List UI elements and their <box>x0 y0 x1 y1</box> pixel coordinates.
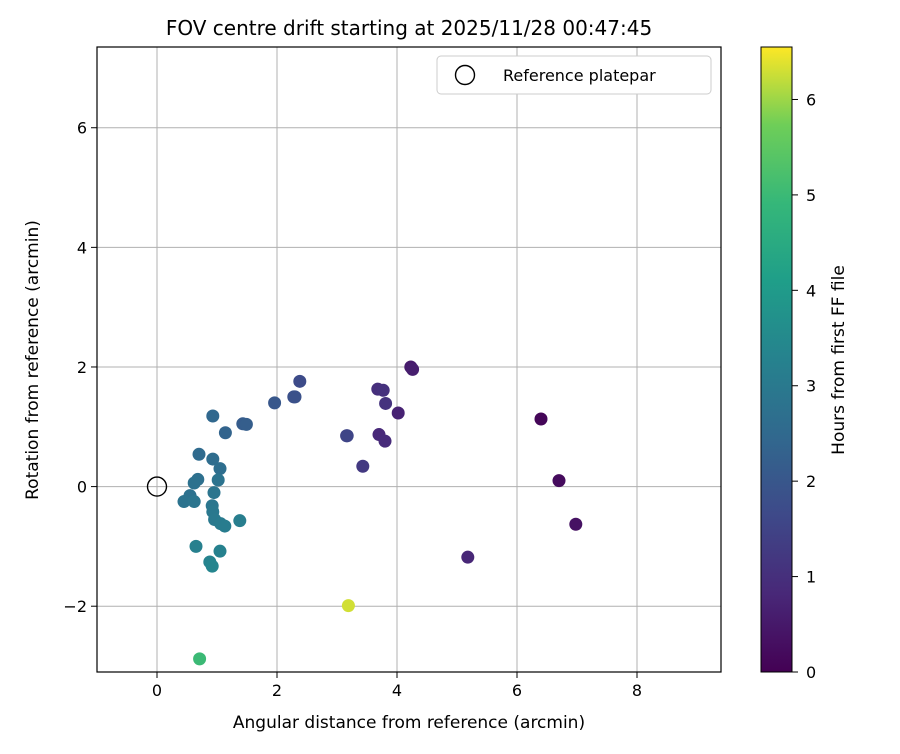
data-point <box>391 406 405 420</box>
y-tick-label: 6 <box>77 119 87 138</box>
data-point <box>356 459 370 473</box>
grid <box>97 47 721 672</box>
data-point <box>534 412 548 426</box>
x-tick-label: 4 <box>392 681 402 700</box>
data-point <box>189 539 203 553</box>
y-tick-label: 4 <box>77 238 87 257</box>
colorbar-tick-label: 0 <box>806 663 816 682</box>
colorbar-gradient <box>760 46 793 673</box>
legend: Reference platepar <box>436 55 712 95</box>
data-point <box>569 517 583 531</box>
data-point <box>187 495 201 509</box>
y-axis-ticks: −2 0 2 4 6 <box>63 119 97 616</box>
colorbar-tick-label: 1 <box>806 568 816 587</box>
data-point <box>213 462 227 476</box>
data-point <box>379 396 393 410</box>
scatter-points <box>177 360 583 666</box>
x-tick-label: 2 <box>272 681 282 700</box>
colorbar-tick-label: 4 <box>806 281 816 300</box>
data-point <box>206 452 220 466</box>
data-point <box>341 599 355 613</box>
x-tick-label: 6 <box>512 681 522 700</box>
data-point <box>218 426 232 440</box>
data-point <box>376 383 390 397</box>
data-point <box>192 447 206 461</box>
y-axis-label: Rotation from reference (arcmin) <box>23 220 43 500</box>
data-point <box>268 396 282 410</box>
y-tick-label: −2 <box>63 597 87 616</box>
data-point <box>187 476 201 490</box>
data-point <box>193 652 207 666</box>
y-tick-label: 2 <box>77 358 87 377</box>
legend-label: Reference platepar <box>503 66 656 85</box>
x-tick-label: 8 <box>632 681 642 700</box>
data-point <box>378 434 392 448</box>
plot-frame <box>96 46 722 673</box>
colorbar-ticks: 0 1 2 3 4 5 6 <box>792 90 816 682</box>
data-point <box>205 559 219 573</box>
data-point <box>211 473 225 487</box>
data-point <box>213 544 227 558</box>
data-point <box>233 514 247 528</box>
reference-platepar-marker <box>146 476 168 497</box>
colorbar: 0 1 2 3 4 5 6 Hours from first FF file <box>760 46 849 682</box>
x-axis-ticks: 0 2 4 6 8 <box>152 672 642 700</box>
data-point <box>288 390 302 404</box>
colorbar-label: Hours from first FF file <box>829 265 849 455</box>
legend-box <box>436 55 712 95</box>
data-point <box>177 495 191 509</box>
data-point <box>293 374 307 388</box>
data-point <box>239 417 253 431</box>
colorbar-tick-label: 3 <box>806 377 816 396</box>
data-point <box>406 362 420 376</box>
data-point <box>207 486 221 500</box>
data-point <box>206 409 220 423</box>
colorbar-tick-label: 6 <box>806 90 816 109</box>
x-axis-label: Angular distance from reference (arcmin) <box>233 713 585 733</box>
data-point <box>340 429 354 443</box>
data-point <box>552 474 566 488</box>
colorbar-tick-label: 2 <box>806 472 816 491</box>
legend-marker <box>454 64 476 86</box>
data-point <box>218 519 232 533</box>
data-point <box>461 550 475 564</box>
y-tick-label: 0 <box>77 478 87 497</box>
chart-title: FOV centre drift starting at 2025/11/28 … <box>166 16 652 40</box>
colorbar-tick-label: 5 <box>806 186 816 205</box>
x-tick-label: 0 <box>152 681 162 700</box>
